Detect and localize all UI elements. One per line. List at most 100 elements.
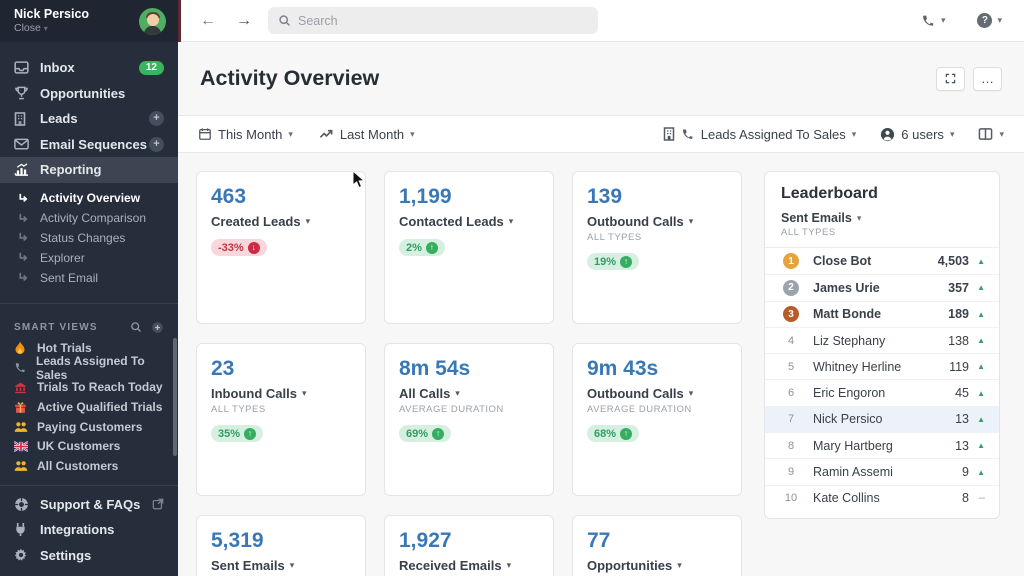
search-icon[interactable] (130, 321, 142, 334)
leaderboard-value: 189 (948, 307, 969, 322)
leaderboard-metric-subtitle: ALL TYPES (781, 227, 836, 238)
sidebar-footer: Support & FAQs Integrations Settings (0, 484, 178, 576)
life-ring-icon (14, 497, 30, 512)
metric-dropdown[interactable]: Contacted Leads ▾ (399, 214, 539, 229)
sidebar-item-integrations[interactable]: Integrations (0, 517, 178, 543)
trend-up-icon: ▲ (977, 414, 985, 424)
add-smart-view-icon[interactable] (151, 321, 164, 334)
sidebar-subitem-sent-email[interactable]: Sent Email (0, 268, 178, 288)
sidebar-subitem-activity-overview[interactable]: Activity Overview (0, 189, 178, 209)
trophy-icon (14, 86, 30, 100)
avatar[interactable] (139, 7, 166, 35)
global-search[interactable] (268, 7, 598, 34)
delta-badge: 2% ↑ (399, 239, 445, 256)
page-header: Activity Overview … (178, 42, 1024, 115)
leaderboard-row[interactable]: 3 Matt Bonde 189 ▲ (765, 300, 999, 327)
delta-value: 35% (218, 427, 241, 440)
sidebar-item-inbox[interactable]: Inbox 12 (0, 55, 178, 81)
metric-card-outbound-calls: 9m 43s Outbound Calls ▾ AVERAGE DURATION 68%… (572, 343, 742, 496)
chevron-down-icon: ▾ (940, 15, 946, 25)
leaderboard-row[interactable]: 6 Eric Engoron 45 ▲ (765, 379, 999, 405)
more-options-button[interactable]: … (973, 66, 1002, 91)
metric-dropdown[interactable]: Sent Emails ▾ (211, 558, 351, 573)
sidebar-subitem-activity-comparison[interactable]: Activity Comparison (0, 208, 178, 228)
smart-view-leads-assigned-to-sales[interactable]: Leads Assigned To Sales (0, 354, 178, 382)
user-icon (880, 127, 895, 142)
forward-button[interactable]: → (236, 11, 252, 29)
metric-dropdown[interactable]: Inbound Calls ▾ (211, 386, 351, 401)
account-switcher[interactable]: Nick Persico Close ▾ (0, 0, 178, 42)
leaderboard-name: Eric Engoron (813, 386, 886, 401)
leaderboard-row[interactable]: 9 Ramin Assemi 9 ▲ (765, 458, 999, 484)
date-range-filter[interactable]: This Month ▾ (198, 127, 293, 142)
leaderboard-name: Whitney Herline (813, 359, 902, 374)
sidebar-item-leads[interactable]: Leads + (0, 106, 178, 132)
metric-label: Inbound Calls (211, 386, 297, 401)
metric-dropdown[interactable]: All Calls ▾ (399, 386, 539, 401)
leaderboard-row[interactable]: 8 Mary Hartberg 13 ▲ (765, 432, 999, 458)
metric-dropdown[interactable]: Received Emails ▾ (399, 558, 539, 573)
smart-view-trials-to-reach-today[interactable]: Trials To Reach Today (0, 378, 178, 398)
smart-view-label: Leads Assigned To Sales (36, 353, 145, 382)
trend-up-icon: ▲ (977, 467, 985, 477)
sidebar-item-opportunities[interactable]: Opportunities (0, 81, 178, 107)
sidebar-subitem-explorer[interactable]: Explorer (0, 248, 178, 268)
leaderboard-row[interactable]: 5 Whitney Herline 119 ▲ (765, 353, 999, 379)
metric-value: 23 (211, 357, 235, 380)
smart-view-uk-customers[interactable]: UK Customers (0, 436, 178, 456)
sidebar-item-email-sequences[interactable]: Email Sequences + (0, 132, 178, 158)
chevron-down-icon: ▾ (289, 560, 295, 570)
metric-dropdown[interactable]: Created Leads ▾ (211, 214, 351, 229)
comparison-filter[interactable]: Last Month ▾ (319, 127, 415, 142)
leaderboard-name: Matt Bonde (813, 307, 882, 322)
smart-view-active-qualified-trials[interactable]: Active Qualified Trials (0, 397, 178, 417)
leaderboard-row[interactable]: 1 Close Bot 4,503 ▲ (765, 248, 999, 274)
subitem-label: Sent Email (40, 270, 99, 285)
back-button[interactable]: ← (200, 11, 216, 29)
sidebar-item-settings[interactable]: Settings (0, 543, 178, 569)
leaderboard-name: Ramin Assemi (813, 465, 893, 480)
metric-dropdown[interactable]: Outbound Calls ▾ (587, 214, 727, 229)
chevron-down-icon: ▾ (999, 128, 1004, 139)
leaderboard-value: 4,503 (937, 254, 969, 269)
rank-medal: 3 (783, 306, 799, 323)
sidebar-item-support-faqs[interactable]: Support & FAQs (0, 492, 178, 518)
leaderboard-metric-dropdown[interactable]: Sent Emails ▾ (781, 211, 862, 225)
search-icon (278, 14, 291, 27)
add-icon[interactable]: + (149, 111, 164, 127)
sidebar-item-reporting[interactable]: Reporting (0, 157, 178, 183)
leaderboard-row[interactable]: 4 Liz Stephany 138 ▲ (765, 326, 999, 353)
leaderboard-row[interactable]: 10 Kate Collins 8– (765, 484, 999, 511)
columns-icon (978, 127, 993, 141)
search-input[interactable] (298, 13, 588, 28)
subitem-label: Status Changes (40, 230, 126, 245)
smart-view-hot-trials[interactable]: Hot Trials (0, 338, 178, 358)
smart-view-paying-customers[interactable]: Paying Customers (0, 417, 178, 437)
delta-badge: 35% ↑ (211, 425, 264, 442)
leaderboard-value: 13 (955, 438, 969, 453)
arrow-down-icon: ↓ (247, 241, 260, 254)
phone-menu[interactable]: ▾ (921, 13, 946, 28)
metric-dropdown[interactable]: Outbound Calls ▾ (587, 386, 727, 401)
help-menu[interactable]: ? ▾ (977, 13, 1002, 28)
leaderboard-row[interactable]: 7 Nick Persico 13 ▲ (765, 405, 999, 433)
sidebar-scrollbar[interactable] (173, 338, 177, 456)
metric-dropdown[interactable]: Opportunities ▾ (587, 558, 727, 573)
reporting-subnav: Activity Overview Activity Comparison Stat… (0, 189, 178, 288)
sidebar-subitem-status-changes[interactable]: Status Changes (0, 228, 178, 248)
add-icon[interactable]: + (149, 136, 164, 152)
smart-view-all-customers[interactable]: All Customers (0, 456, 178, 476)
envelope-icon (14, 138, 30, 150)
users-filter[interactable]: 6 users ▾ (880, 127, 954, 142)
dashboard-content: 463 Created Leads ▾ -33% ↓ 1,199 Contacted Lea… (178, 153, 1024, 576)
fullscreen-button[interactable] (936, 66, 965, 91)
rank: 6 (787, 387, 795, 400)
people-icon (14, 421, 28, 433)
accent-strip (178, 0, 181, 42)
trend-up-icon: ▲ (977, 441, 985, 451)
layout-columns-menu[interactable]: ▾ (978, 127, 1004, 141)
smart-view-filter[interactable]: Leads Assigned To Sales ▾ (663, 127, 856, 142)
smart-views-label: SMART VIEWS (14, 321, 98, 333)
leaderboard-row[interactable]: 2 James Urie 357 ▲ (765, 274, 999, 300)
smart-view-label: Active Qualified Trials (37, 400, 163, 415)
